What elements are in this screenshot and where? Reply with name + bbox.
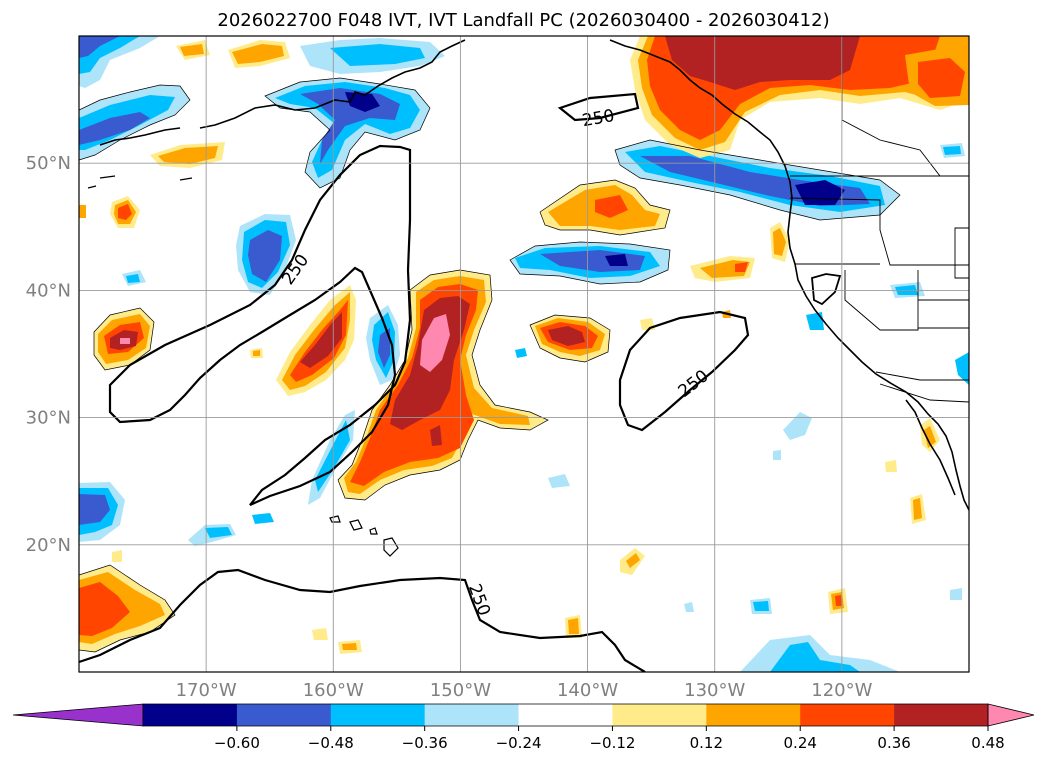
gridlines: [79, 36, 969, 672]
positive-anomaly-east-north: [905, 48, 969, 106]
map-frame: [78, 35, 970, 673]
negative-anomaly-pnw-band: [615, 140, 900, 220]
colorbar-tick-label: 0.36: [877, 734, 910, 752]
colorbar-segment: [612, 704, 707, 726]
negative-anomaly-mid: [366, 305, 400, 385]
negative-anomaly-north-strip: [300, 38, 445, 74]
negative-anomaly-small-patches: [122, 143, 969, 672]
lon-tick-label: 150°W: [430, 680, 491, 701]
negative-anomaly-gulf-alaska: [265, 78, 430, 188]
positive-anomaly-hawaii-north: [540, 180, 670, 235]
lon-tick-label: 170°W: [176, 680, 237, 701]
colorbar-tick-label: 0.12: [690, 734, 723, 752]
colorbar-segment: [330, 704, 426, 726]
lat-tick-label: 30°N: [26, 408, 71, 429]
lon-tick-label: 120°W: [811, 680, 872, 701]
lon-tick-label: 160°W: [303, 680, 364, 701]
colorbar-segment: [143, 704, 238, 726]
colorbar-tick-label: −0.24: [496, 734, 542, 752]
colorbar-segment: [894, 704, 989, 726]
contour-outlines: [79, 77, 901, 653]
colorbar-tick-label: −0.36: [402, 734, 448, 752]
lat-tick-label: 20°N: [26, 535, 71, 556]
colorbar-extend-min: [12, 703, 144, 727]
lon-tick-label: 130°W: [684, 680, 745, 701]
colorbar-extend-max: [987, 703, 1035, 727]
lat-tick-label: 40°N: [26, 280, 71, 301]
positive-anomaly-small-patches: [79, 40, 940, 654]
colorbar-segment: [518, 704, 613, 726]
map-title: 2026022700 F048 IVT, IVT Landfall PC (20…: [217, 10, 830, 31]
colorbar-segment: [236, 704, 332, 726]
negative-anomaly-far-nw: [79, 36, 160, 88]
axis-ticks: 170°W 160°W 150°W 140°W 130°W 120°W 20°N 30°N 40…: [26, 153, 873, 701]
positive-anomaly-main-ar: [338, 270, 548, 500]
colorbar-segment: [800, 704, 895, 726]
negative-anomaly-central-north: [236, 214, 296, 295]
colorbar-tick-label: −0.60: [214, 734, 260, 752]
colorbar-tick-label: 0.48: [971, 734, 1004, 752]
colorbar-tick-label: 0.24: [784, 734, 817, 752]
negative-anomaly-sw-corner: [79, 482, 125, 542]
colorbar-segment: [424, 704, 520, 726]
colorbar: −0.60 −0.48 −0.36 −0.24 −0.12 0.12 0.24 0.36 0.4…: [12, 703, 1035, 752]
lat-tick-label: 50°N: [26, 153, 71, 174]
ivt-250-contours: [79, 92, 750, 672]
positive-anomaly-sw-corner: [79, 565, 175, 652]
colorbar-tick-label: −0.48: [308, 734, 354, 752]
colorbar-tick-label: −0.12: [589, 734, 635, 752]
pc-field: [79, 36, 969, 672]
positive-anomaly-west: [94, 308, 154, 370]
negative-anomaly-aleutian-west: [79, 85, 190, 160]
colorbar-segment: [706, 704, 801, 726]
lon-tick-label: 140°W: [557, 680, 618, 701]
